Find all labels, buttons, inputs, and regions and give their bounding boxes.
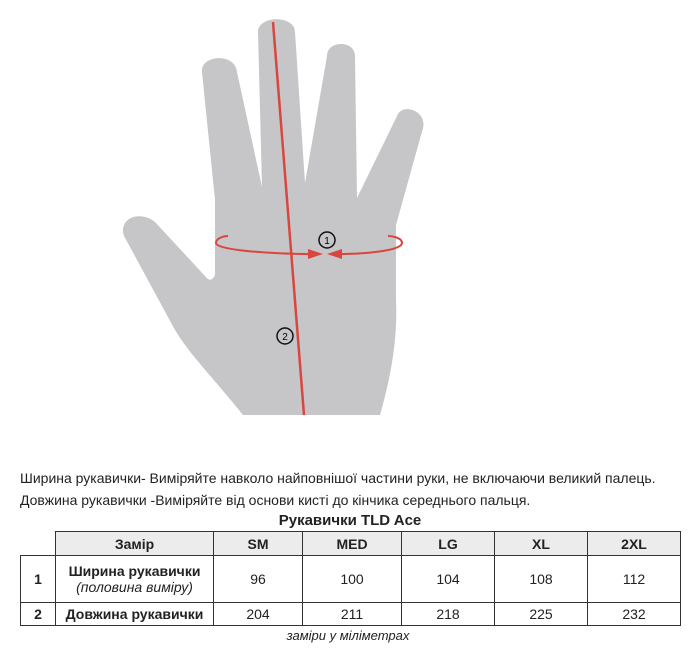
- table-footnote: заміри у міліметрах: [286, 628, 410, 643]
- header-sm: SM: [213, 531, 303, 556]
- size-table: Замір SM MED LG XL 2XL 1 Ширина рукавичк…: [20, 531, 681, 626]
- row-sublabel: (половина виміру): [76, 579, 193, 595]
- table-header-row: Замір SM MED LG XL 2XL: [20, 531, 681, 556]
- table-row: 1 Ширина рукавички (половина виміру) 96 1…: [20, 555, 681, 603]
- length-instruction: Довжина рукавички -Виміряйте від основи …: [20, 492, 531, 508]
- width-measure-arc: [215, 235, 404, 255]
- row-label: Довжина рукавички: [55, 602, 214, 626]
- table-title: Рукавички TLD Ace: [278, 512, 422, 529]
- marker-2: 2: [276, 327, 294, 345]
- header-2xl: 2XL: [587, 531, 681, 556]
- header-measure: Замір: [55, 531, 214, 556]
- header-xl: XL: [494, 531, 588, 556]
- length-measure-line: [271, 21, 306, 416]
- table-row: 2 Довжина рукавички 204 211 218 225 232: [20, 602, 681, 626]
- row-label: Ширина рукавички: [68, 563, 201, 579]
- header-med: MED: [302, 531, 402, 556]
- svg-text:1: 1: [324, 236, 330, 247]
- arrow-left-icon: [327, 249, 342, 259]
- svg-text:2: 2: [282, 332, 288, 343]
- header-lg: LG: [401, 531, 495, 556]
- hand-silhouette: [122, 19, 424, 415]
- width-instruction: Ширина рукавички- Виміряйте навколо найп…: [20, 470, 656, 486]
- arrow-right-icon: [308, 249, 323, 259]
- hand-measurement-diagram: 1 2: [122, 19, 424, 416]
- marker-1: 1: [318, 231, 336, 249]
